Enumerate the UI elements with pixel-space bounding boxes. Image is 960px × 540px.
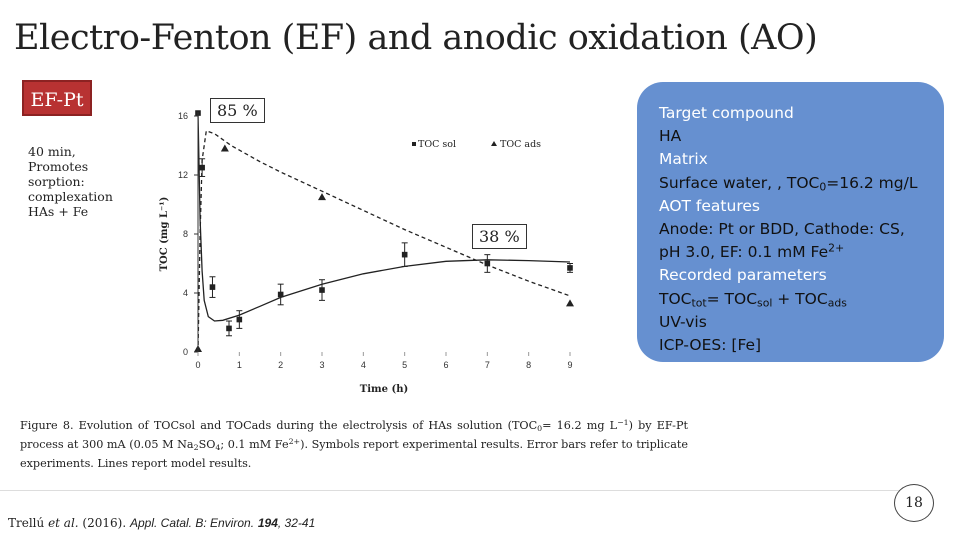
x-tick-label: 3 <box>319 360 324 370</box>
toc-sol-point <box>401 251 408 258</box>
params-line: TOCtot= TOCsol + TOCads <box>659 289 847 310</box>
legend-marker-toc-sol <box>412 142 416 146</box>
conditions-panel: Target compound HA Matrix Surface water,… <box>637 82 944 362</box>
side-note-line: Promotes <box>28 159 89 174</box>
y-tick-label: 12 <box>178 170 188 180</box>
toc-sol-point <box>236 316 243 323</box>
legend-label-toc-sol: TOC sol <box>418 139 456 150</box>
side-notes: 40 min, Promotes sorption: complexation … <box>28 144 128 219</box>
toc-ads-point <box>318 193 326 201</box>
target-value: HA <box>659 127 682 146</box>
side-note-line: complexation <box>28 189 113 204</box>
footer-divider <box>0 490 900 491</box>
params-line: UV-vis <box>659 312 707 331</box>
aot-line: pH 3.0, EF: 0.1 mM Fe2+ <box>659 241 845 262</box>
side-note-line: HAs + Fe <box>28 204 89 219</box>
toc-sol-point <box>199 164 205 171</box>
toc-sol-point <box>277 291 284 298</box>
x-tick-label: 8 <box>526 360 531 370</box>
legend-marker-toc-ads <box>491 141 497 146</box>
callout-85-percent: 85 % <box>210 98 265 123</box>
x-tick-label: 9 <box>567 360 572 370</box>
callout-38-percent: 38 % <box>472 224 527 249</box>
process-badge: EF-Pt <box>22 80 92 116</box>
x-tick-label: 7 <box>485 360 490 370</box>
aot-line: Anode: Pt or BDD, Cathode: CS, <box>659 220 905 239</box>
params-header: Recorded parameters <box>659 266 827 285</box>
params-line: ICP-OES: [Fe] <box>659 336 762 355</box>
x-tick-label: 5 <box>402 360 407 370</box>
side-note-line: 40 min, <box>28 144 76 159</box>
toc-sol-point <box>319 287 325 293</box>
side-note-line: sorption: <box>28 174 85 189</box>
citation: Trellú et al. (2016). Appl. Catal. B: En… <box>8 516 316 530</box>
y-tick-label: 0 <box>183 347 188 357</box>
toc-ads-point <box>220 144 229 152</box>
toc-sol-point <box>226 325 232 332</box>
figure-caption: Figure 8. Evolution of TOCsol and TOCads… <box>20 418 688 470</box>
y-tick-label: 8 <box>183 229 188 239</box>
target-header: Target compound <box>659 104 794 122</box>
x-tick-label: 4 <box>361 360 366 370</box>
matrix-value: Surface water, , TOC0=16.2 mg/L <box>659 173 918 194</box>
toc-ads-model-line <box>197 129 571 353</box>
toc-sol-model-line <box>197 113 571 322</box>
x-tick-label: 2 <box>278 360 283 370</box>
toc-sol-point <box>209 284 216 290</box>
slide-title: Electro-Fenton (EF) and anodic oxidation… <box>14 18 818 58</box>
y-axis-label: TOC (mg L⁻¹) <box>159 197 170 272</box>
page-number: 18 <box>894 484 934 522</box>
toc-sol-point <box>567 265 573 271</box>
y-tick-label: 4 <box>183 288 188 298</box>
aot-header: AOT features <box>659 196 760 215</box>
legend-label-toc-ads: TOC ads <box>500 139 541 150</box>
x-tick-label: 0 <box>195 360 200 370</box>
toc-ads-point <box>566 299 574 307</box>
x-tick-label: 6 <box>443 360 448 370</box>
toc-sol-point <box>484 260 491 267</box>
y-tick-label: 16 <box>178 111 188 121</box>
matrix-header: Matrix <box>659 150 708 169</box>
x-axis-label: Time (h) <box>360 384 408 395</box>
x-tick-label: 1 <box>237 360 242 370</box>
